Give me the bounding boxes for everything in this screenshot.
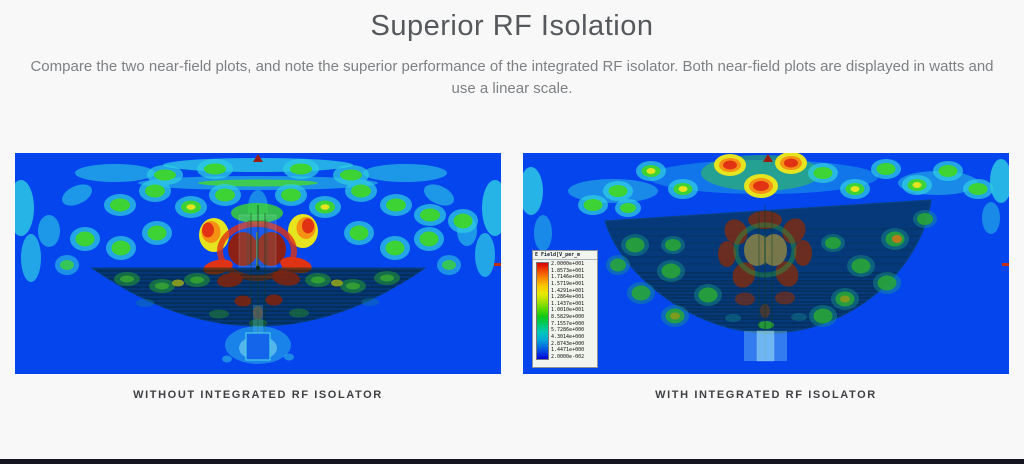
legend-label: 2.0000e-002	[551, 353, 585, 360]
near-field-plot-with-isolator: E Field[V_per_m 2.0000e+001 1.8573e+001 …	[523, 153, 1009, 374]
colorbar-legend: E Field[V_per_m 2.0000e+001 1.8573e+001 …	[532, 250, 598, 368]
page-title: Superior RF Isolation	[370, 10, 654, 42]
plot-caption-without-isolator: WITHOUT INTEGRATED RF ISOLATOR	[133, 389, 383, 401]
legend-label: 2.0000e+001	[551, 261, 585, 267]
footer-bar	[0, 459, 1024, 464]
legend-labels: 2.0000e+001 1.8573e+001 1.7146e+001 1.57…	[551, 262, 584, 360]
near-field-image-left	[15, 153, 501, 374]
page-description: Compare the two near-field plots, and no…	[30, 58, 994, 97]
legend-label: 1.5719e+001	[551, 280, 585, 287]
legend-label: 7.1557e+000	[551, 320, 585, 327]
colorbar	[536, 262, 549, 360]
legend-label: 1.0010e+001	[551, 307, 585, 314]
legend-label: 8.5829e+000	[551, 314, 585, 321]
plot-caption-with-isolator: WITH INTEGRATED RF ISOLATOR	[655, 389, 877, 401]
legend-title: E Field[V_per_m	[533, 251, 597, 260]
near-field-image-right	[523, 153, 1009, 374]
legend-label: 1.8573e+001	[551, 267, 585, 274]
legend-label: 1.4291e+001	[551, 287, 585, 294]
near-field-plot-without-isolator	[15, 153, 501, 374]
edge-marker-icon	[1002, 263, 1009, 266]
legend-label: 5.7286e+000	[551, 327, 585, 334]
legend-label: 1.2864e+001	[551, 294, 585, 301]
legend-label: 1.4471e+000	[551, 347, 585, 354]
top-marker-icon	[253, 154, 263, 162]
legend-label: 1.7146e+001	[551, 274, 585, 281]
legend-label: 4.3014e+000	[551, 334, 585, 341]
top-marker-icon	[763, 154, 773, 162]
legend-label: 1.1437e+001	[551, 300, 585, 307]
legend-label: 2.8743e+000	[551, 340, 585, 347]
edge-marker-icon	[494, 263, 501, 266]
